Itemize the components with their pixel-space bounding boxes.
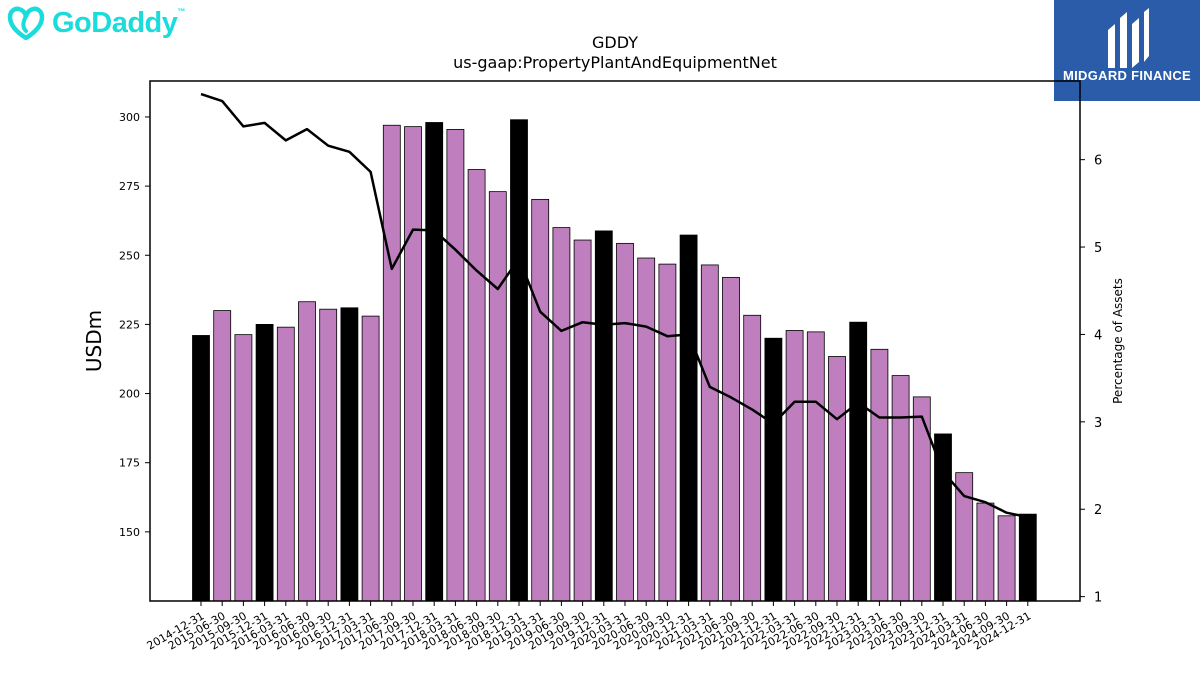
godaddy-wordmark-text: GoDaddy: [52, 6, 178, 39]
bar-2018-12-31: [510, 119, 528, 602]
godaddy-heart-icon: [7, 6, 45, 41]
bar-2017-06-30: [382, 124, 401, 602]
bar-2021-09-30: [743, 314, 762, 602]
bar-2017-12-31: [425, 122, 444, 602]
y2-tick-label: 2: [1094, 503, 1102, 518]
bar-2024-06-30: [976, 502, 995, 602]
bar-series: [192, 119, 1037, 602]
bar-2018-06-30: [467, 169, 486, 602]
bar-2019-03-31: [531, 198, 550, 602]
bar-2020-03-31: [616, 242, 634, 602]
chart-subtitle: us-gaap:PropertyPlantAndEquipmentNet: [453, 53, 777, 72]
bar-2021-03-31: [700, 264, 719, 602]
y-tick-label: 275: [119, 180, 140, 193]
bar-2021-12-31: [764, 337, 783, 602]
bar-2023-06-30: [891, 375, 910, 602]
bar-2024-09-30: [997, 515, 1016, 602]
y-tick-label: 250: [119, 249, 140, 262]
chart-title: GDDY: [592, 33, 638, 52]
bar-2016-12-31: [340, 307, 359, 602]
bar-2018-09-30: [488, 191, 507, 602]
bar-2021-06-30: [722, 276, 740, 602]
bar-2023-03-31: [870, 348, 889, 602]
y-axis-label: USDm: [82, 310, 106, 372]
godaddy-tm-mark: ™: [177, 6, 185, 16]
bar-2017-09-30: [404, 126, 422, 602]
bar-2019-06-30: [552, 227, 571, 602]
bar-2022-03-31: [785, 330, 804, 602]
bar-2022-06-30: [806, 331, 825, 602]
midgard-finance-label: MIDGARD FINANCE: [1063, 68, 1191, 83]
y2-tick-label: 4: [1094, 328, 1102, 343]
bar-2024-12-31: [1018, 513, 1037, 602]
bar-2022-09-30: [828, 356, 846, 602]
y-tick-label: 200: [119, 388, 140, 401]
bar-2016-09-30: [319, 308, 338, 602]
bar-2019-09-30: [573, 239, 592, 602]
left-axis: 150 175 200 225 250 275 300: [119, 111, 150, 539]
bar-2023-09-30: [912, 396, 931, 602]
y2-tick-label: 1: [1094, 591, 1102, 606]
y2-tick-label: 6: [1094, 154, 1102, 169]
y2-tick-label: 5: [1094, 241, 1102, 256]
y2-tick-label: 3: [1094, 416, 1102, 431]
y-tick-label: 225: [119, 318, 140, 331]
bar-2015-09-30: [234, 334, 253, 602]
bar-2020-06-30: [637, 257, 656, 602]
bar-2018-03-31: [446, 129, 465, 602]
plot-frame: [149, 80, 1081, 602]
godaddy-logo: GoDaddy™: [6, 5, 185, 41]
bar-2016-03-31: [276, 326, 295, 602]
y-tick-label: 300: [119, 111, 140, 124]
x-axis: 2014-12-312015-06-302015-09-302015-12-31…: [145, 601, 1033, 653]
bar-2017-03-31: [361, 315, 380, 602]
line-series: [200, 92, 1029, 519]
bar-2015-06-30: [213, 310, 232, 602]
bar-2020-09-30: [658, 263, 677, 602]
y2-axis-label: Percentage of Assets: [1111, 278, 1125, 404]
godaddy-wordmark: GoDaddy™: [52, 7, 185, 40]
bar-2022-12-31: [849, 321, 868, 602]
bar-2024-03-31: [955, 472, 974, 602]
bar-2020-12-31: [679, 234, 698, 602]
midgard-logo-icon: [1108, 8, 1149, 68]
right-axis: 1 2 3 4 5 6: [1080, 154, 1102, 606]
bar-2015-12-31: [255, 324, 274, 602]
y-tick-label: 175: [119, 457, 140, 470]
bar-2019-12-31: [594, 230, 613, 602]
y-tick-label: 150: [119, 526, 140, 539]
bar-2014-12-31: [192, 335, 210, 602]
percentage-of-assets-line: [200, 92, 1029, 519]
midgard-finance-badge: MIDGARD FINANCE: [1054, 0, 1200, 101]
bar-2016-06-30: [298, 301, 316, 602]
